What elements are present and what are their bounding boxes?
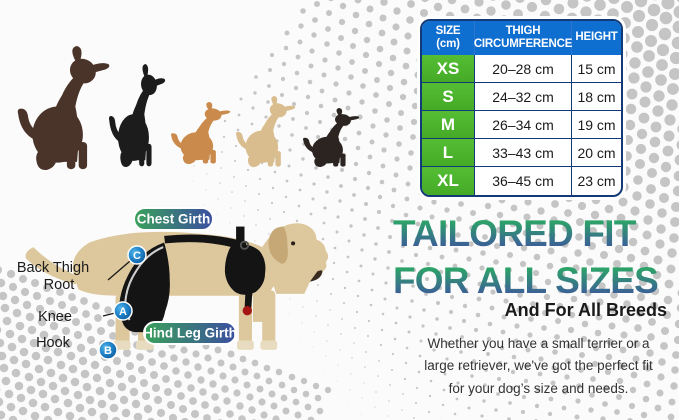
svg-text:C: C: [133, 250, 141, 262]
svg-text:Root: Root: [44, 277, 75, 293]
svg-text:Hind Leg Girth: Hind Leg Girth: [143, 326, 237, 341]
svg-text:A: A: [119, 306, 127, 318]
svg-text:Chest Girth: Chest Girth: [137, 212, 211, 227]
svg-text:Hook: Hook: [36, 335, 71, 351]
svg-text:Back Thigh: Back Thigh: [17, 260, 89, 276]
svg-text:B: B: [104, 345, 112, 357]
svg-text:Knee: Knee: [38, 309, 72, 325]
